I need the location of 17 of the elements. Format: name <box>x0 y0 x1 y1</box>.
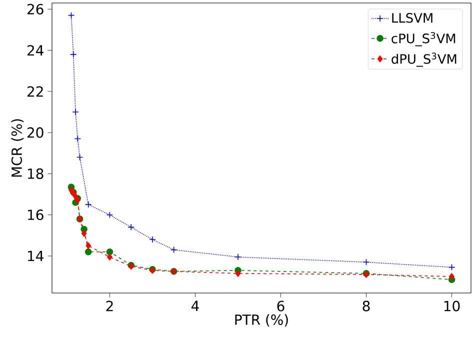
y-tick-label: 24 <box>27 45 44 56</box>
y-tick-label: 18 <box>28 168 44 179</box>
y-tick-label: 16 <box>28 210 44 220</box>
x-tick-label: 4 <box>191 300 199 311</box>
legend-label: cPU_S$^{3}$VM <box>392 32 456 46</box>
y-tick-label: 22 <box>27 86 43 97</box>
legend-label: dPU_S$^{3}$VM <box>392 52 456 67</box>
legend-label: LLSVM <box>392 12 432 23</box>
x-tick-label: 8 <box>362 300 370 312</box>
x-tick-label: 10 <box>444 300 460 312</box>
y-tick-label: 26 <box>27 4 44 14</box>
x-axis-title: PTR (%) <box>235 314 288 327</box>
y-tick-label: 20 <box>27 127 44 138</box>
y-tick-label: 14 <box>28 250 44 262</box>
x-tick-label: 2 <box>106 300 113 312</box>
x-tick-label: 6 <box>277 300 284 312</box>
y-axis-title: MCR (%) <box>11 119 24 177</box>
